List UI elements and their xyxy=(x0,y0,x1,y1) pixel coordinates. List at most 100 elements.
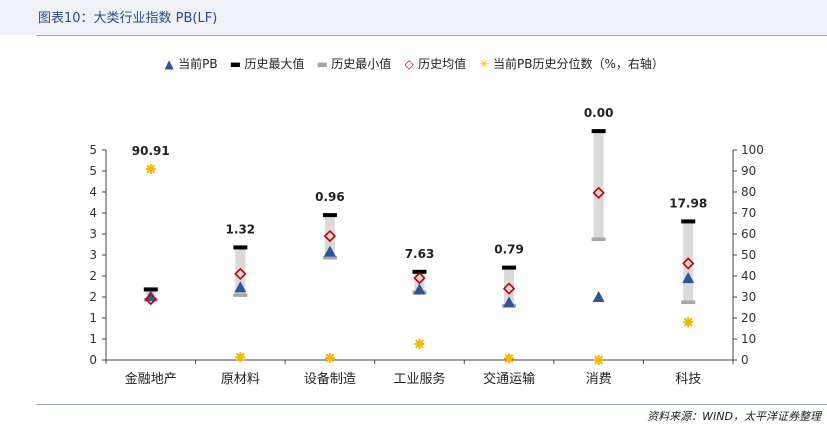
hist-max-marker xyxy=(322,213,337,218)
legend-item-percentile: ✳ 当前PB历史分位数（%，右轴） xyxy=(478,55,664,72)
current-pb-marker xyxy=(413,283,426,295)
hist-mean-marker xyxy=(144,292,157,306)
category-label: 交通运输 xyxy=(483,371,535,387)
hist-max-marker xyxy=(412,269,427,274)
triangle-marker-icon: ▲ xyxy=(164,57,174,71)
dash-marker-icon: ▬ xyxy=(229,57,242,71)
range-bar xyxy=(683,221,694,303)
percentile-data-label: 0.79 xyxy=(494,243,524,257)
figure-title: 图表10：大类行业指数 PB(LF) xyxy=(0,0,827,35)
percentile-marker xyxy=(324,352,335,363)
left-tick-label: 4 xyxy=(89,185,97,199)
legend-label: 当前PB xyxy=(178,57,218,71)
left-tick-label: 1 xyxy=(89,332,97,346)
legend-item-hist-max: ▬ 历史最大值 xyxy=(229,55,305,72)
legend-item-current-pb: ▲ 当前PB xyxy=(163,55,218,72)
left-tick-label: 4 xyxy=(89,206,97,220)
legend-item-hist-mean: ◇ 历史均值 xyxy=(403,55,467,72)
percentile-data-label: 0.00 xyxy=(584,106,614,120)
dash-marker-icon: ▬ xyxy=(316,57,328,71)
current-pb-marker xyxy=(234,281,247,293)
category-label: 设备制造 xyxy=(304,371,356,387)
hist-mean-marker xyxy=(682,257,695,270)
right-tick-label: 40 xyxy=(741,269,756,283)
right-tick-label: 0 xyxy=(741,353,749,367)
category-label: 金融地产 xyxy=(125,371,177,387)
right-tick-label: 60 xyxy=(741,227,756,241)
range-bar xyxy=(324,215,335,258)
current-pb-marker xyxy=(592,291,605,302)
source-divider xyxy=(36,404,827,405)
range-bar xyxy=(504,267,515,306)
right-tick-label: 10 xyxy=(741,332,756,346)
left-tick-label: 5 xyxy=(89,164,97,178)
range-bar xyxy=(414,271,425,292)
right-tick-label: 20 xyxy=(741,311,756,325)
category-label: 消费 xyxy=(586,372,612,387)
hist-max-marker xyxy=(591,129,606,134)
hist-mean-marker xyxy=(323,229,337,243)
current-pb-marker xyxy=(503,296,516,308)
percentile-marker xyxy=(145,164,156,175)
range-bar xyxy=(593,131,604,240)
hist-max-marker xyxy=(681,219,696,224)
percentile-data-label: 17.98 xyxy=(669,196,707,210)
current-pb-marker xyxy=(682,272,695,284)
left-tick-label: 2 xyxy=(89,269,97,283)
percentile-data-label: 7.63 xyxy=(405,247,435,261)
percentile-marker-stroke xyxy=(594,355,604,365)
percentile-marker xyxy=(414,338,425,349)
hist-mean-marker xyxy=(413,271,426,285)
chart-legend: ▲ 当前PB ▬ 历史最大值 ▬ 历史最小值 ◇ 历史均值 ✳ 当前PB历史分位数（%，右… xyxy=(0,55,827,72)
percentile-data-label: 0.96 xyxy=(315,190,345,204)
left-tick-label: 1 xyxy=(89,311,97,325)
legend-item-hist-min: ▬ 历史最小值 xyxy=(316,55,392,72)
current-pb-marker xyxy=(323,245,336,257)
hist-max-marker xyxy=(143,287,158,292)
percentile-marker-stroke xyxy=(235,352,245,362)
percentile-marker xyxy=(683,317,694,328)
percentile-marker xyxy=(235,352,246,363)
percentile-marker-stroke xyxy=(683,317,693,327)
hist-min-marker xyxy=(681,300,696,305)
hist-mean-marker xyxy=(502,282,516,295)
legend-label: 历史最大值 xyxy=(244,57,305,71)
percentile-marker-stroke xyxy=(415,339,424,349)
left-tick-label: 5 xyxy=(89,143,97,157)
hist-min-marker xyxy=(322,256,337,260)
legend-label: 历史最小值 xyxy=(331,57,392,71)
legend-label: 历史均值 xyxy=(418,57,467,71)
percentile-marker-stroke xyxy=(325,353,335,363)
percentile-data-label: 90.91 xyxy=(132,144,170,158)
percentile-marker xyxy=(593,355,604,365)
left-tick-label: 2 xyxy=(89,290,97,304)
current-pb-marker xyxy=(144,290,157,302)
left-tick-label: 3 xyxy=(89,248,97,262)
right-tick-label: 50 xyxy=(741,248,756,262)
percentile-marker-stroke xyxy=(504,353,514,363)
hist-mean-marker xyxy=(234,267,247,281)
hist-max-marker xyxy=(233,245,248,250)
right-tick-label: 70 xyxy=(741,206,756,220)
star-marker-icon: ✳ xyxy=(478,57,490,71)
range-bar xyxy=(235,247,246,295)
title-divider xyxy=(36,35,827,36)
percentile-marker-stroke xyxy=(146,164,156,174)
hist-max-marker xyxy=(502,265,517,270)
left-tick-label: 3 xyxy=(89,227,97,241)
diamond-marker-icon: ◇ xyxy=(404,57,414,71)
legend-label: 当前PB历史分位数（%，右轴） xyxy=(492,57,664,71)
category-label: 工业服务 xyxy=(393,371,445,387)
source-note: 资料来源：WIND，太平洋证券整理 xyxy=(647,410,821,423)
percentile-marker xyxy=(504,353,515,364)
right-tick-label: 90 xyxy=(741,164,756,178)
hist-min-marker xyxy=(233,293,248,297)
right-tick-label: 80 xyxy=(741,185,756,199)
category-label: 原材料 xyxy=(221,372,260,387)
hist-min-marker xyxy=(591,237,606,242)
left-tick-label: 0 xyxy=(89,353,97,367)
hist-mean-marker xyxy=(592,186,605,199)
category-label: 科技 xyxy=(675,372,701,387)
right-tick-label: 100 xyxy=(741,143,764,157)
